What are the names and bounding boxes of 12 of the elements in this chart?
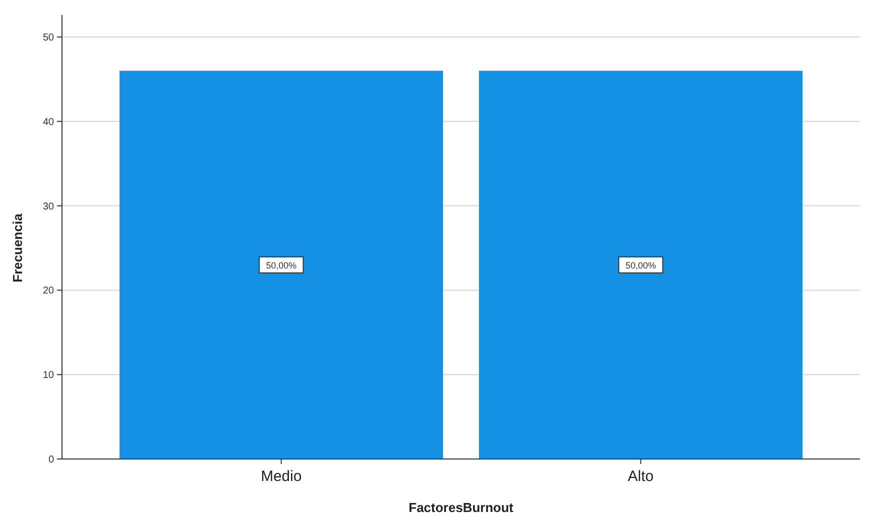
x-tick-label: Alto bbox=[628, 468, 654, 485]
annotation: 50,00% bbox=[266, 260, 297, 270]
y-tick-label: 10 bbox=[42, 370, 54, 382]
annotation: 50,00% bbox=[625, 260, 656, 270]
y-tick-label: 20 bbox=[42, 286, 54, 297]
y-tick-label: 50 bbox=[42, 32, 54, 44]
y-tick-label: 0 bbox=[48, 454, 54, 466]
y-tick-label: 40 bbox=[42, 116, 54, 128]
x-axis-title: FactoresBurnout bbox=[408, 500, 514, 515]
y-tick-label: 30 bbox=[42, 201, 54, 212]
y-axis-title: Frecuencia bbox=[10, 212, 25, 282]
x-tick-label: Medio bbox=[260, 468, 302, 485]
